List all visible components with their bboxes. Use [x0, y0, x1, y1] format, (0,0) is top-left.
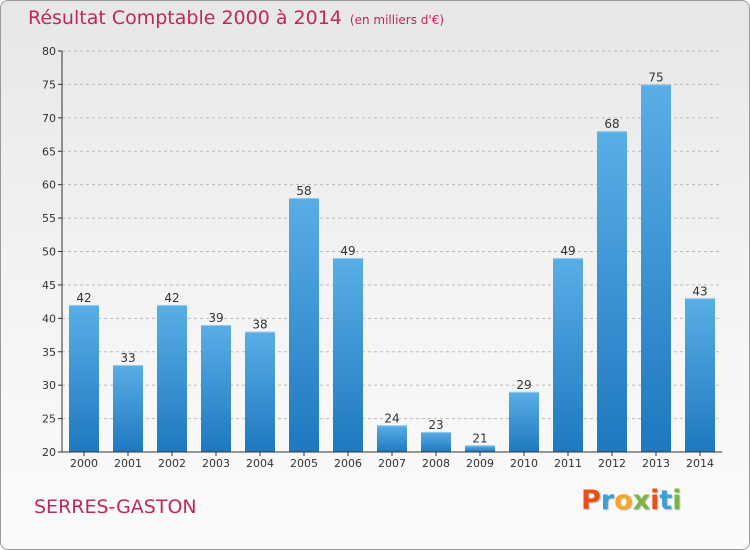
y-tick-label: 80 [42, 45, 56, 58]
logo-letter: i [672, 485, 682, 516]
data-label: 33 [120, 351, 135, 365]
logo-letter: r [600, 485, 615, 516]
bar-2004 [245, 331, 275, 452]
data-label: 21 [472, 431, 487, 445]
x-tick-label: 2013 [642, 457, 670, 470]
x-tick-label: 2012 [598, 457, 626, 470]
bar-2003 [201, 325, 231, 452]
x-tick-label: 2007 [378, 457, 406, 470]
proxiti-logo: Proxiti [581, 485, 682, 516]
data-label: 42 [76, 291, 91, 305]
logo-letter: o [614, 485, 633, 516]
y-tick-label: 50 [42, 246, 56, 259]
data-label: 75 [648, 70, 663, 84]
x-tick-label: 2002 [158, 457, 186, 470]
logo-letter: x [632, 485, 651, 516]
bar-2013 [641, 84, 671, 453]
chart-title-text: Résultat Comptable 2000 à 2014 [28, 7, 342, 29]
chart-title: Résultat Comptable 2000 à 2014 (en millie… [28, 7, 444, 29]
x-tick-label: 2008 [422, 457, 450, 470]
y-tick-label: 75 [42, 78, 56, 91]
bar-2000 [69, 304, 99, 452]
bar-2014 [685, 298, 715, 452]
bar-2001 [113, 365, 143, 452]
bar-2010 [509, 391, 539, 452]
data-label: 42 [164, 291, 179, 305]
x-tick-label: 2014 [686, 457, 714, 470]
data-label: 68 [604, 117, 619, 131]
chart-subtitle: (en milliers d'€) [349, 13, 445, 27]
commune-name: SERRES-GASTON [34, 496, 197, 518]
bars [69, 84, 715, 453]
logo-letter: P [581, 485, 601, 516]
x-tick-label: 2005 [290, 457, 318, 470]
bar-2005 [289, 198, 319, 452]
y-tick-label: 30 [42, 379, 56, 392]
data-label: 29 [516, 378, 531, 392]
data-label: 23 [428, 418, 443, 432]
y-tick-label: 25 [42, 413, 56, 426]
x-tick-label: 2003 [202, 457, 230, 470]
bar-2002 [157, 304, 187, 452]
y-tick-label: 70 [42, 112, 56, 125]
data-label: 43 [692, 284, 707, 298]
data-labels: 42 33 42 39 38 58 49 24 23 21 29 49 68 75 43 [76, 70, 707, 445]
bar-2009 [465, 445, 495, 452]
bar-2007 [377, 425, 407, 452]
x-tick-label: 2004 [246, 457, 274, 470]
y-tick-label: 60 [42, 179, 56, 192]
y-tick-label: 55 [42, 212, 56, 225]
bar-2008 [421, 431, 451, 452]
bar-2012 [597, 131, 627, 452]
y-tick-label: 40 [42, 312, 56, 325]
y-tick-label: 20 [42, 446, 56, 459]
data-label: 49 [340, 244, 355, 258]
y-tick-label: 45 [42, 279, 56, 292]
x-tick-label: 2010 [510, 457, 538, 470]
logo-letter: i [650, 485, 660, 516]
y-tick-label: 35 [42, 346, 56, 359]
x-tick-label: 2000 [70, 457, 98, 470]
logo-letter: t [659, 485, 673, 516]
axes: 20 25 30 35 40 45 50 55 60 65 70 75 80 2000 2001 2002 20… [42, 45, 722, 470]
y-tick-label: 65 [42, 145, 56, 158]
x-tick-label: 2006 [334, 457, 362, 470]
data-label: 39 [208, 311, 223, 325]
x-tick-label: 2001 [114, 457, 142, 470]
data-label: 49 [560, 244, 575, 258]
bar-2011 [553, 258, 583, 452]
data-label: 24 [384, 411, 399, 425]
x-tick-label: 2009 [466, 457, 494, 470]
data-label: 38 [252, 318, 267, 332]
bar-2006 [333, 258, 363, 452]
x-tick-label: 2011 [554, 457, 582, 470]
data-label: 58 [296, 184, 311, 198]
